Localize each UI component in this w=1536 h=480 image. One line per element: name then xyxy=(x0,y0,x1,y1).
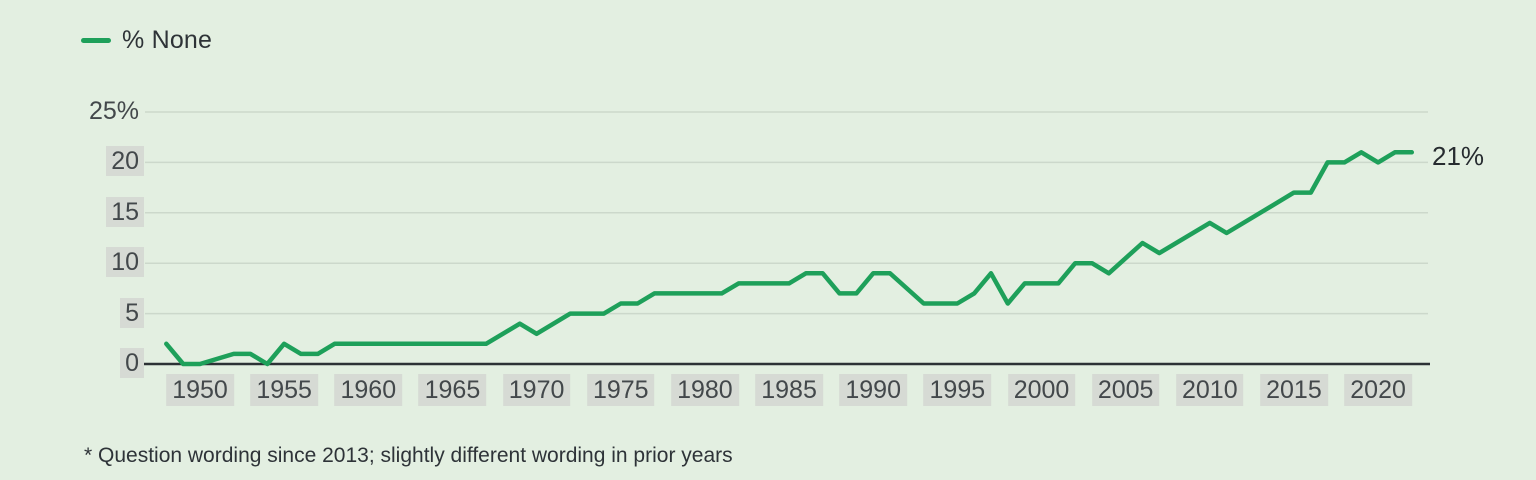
x-tick-label: 2020 xyxy=(1344,374,1412,406)
y-tick-label: 10 xyxy=(106,247,144,278)
legend-label: % None xyxy=(122,26,213,54)
x-tick-label: 2005 xyxy=(1091,374,1160,406)
x-tick-label: 1950 xyxy=(166,374,234,406)
y-tick-label: 5 xyxy=(120,297,144,328)
x-tick-label: 1955 xyxy=(250,374,318,406)
series-end-value-label: 21% xyxy=(1432,141,1485,171)
x-tick-label: 1975 xyxy=(586,374,655,406)
x-tick-label: 1965 xyxy=(418,374,487,406)
x-tick-label: 2010 xyxy=(1175,374,1244,406)
y-tick-label: 25% xyxy=(88,97,139,125)
x-tick-label: 2015 xyxy=(1260,374,1328,406)
footnote: * Question wording since 2013; slightly … xyxy=(84,444,733,467)
chart-legend: % None xyxy=(81,26,212,55)
legend-line-swatch xyxy=(81,38,111,43)
y-tick-label: 15 xyxy=(106,196,144,227)
x-tick-label: 1970 xyxy=(502,374,571,406)
y-tick-label: 0 xyxy=(120,348,144,378)
x-tick-label: 1980 xyxy=(671,374,739,406)
x-tick-label: 1990 xyxy=(839,374,907,406)
x-tick-label: 2000 xyxy=(1007,374,1076,406)
x-tick-label: 1960 xyxy=(334,374,403,406)
y-tick-label: 20 xyxy=(106,146,144,177)
x-tick-label: 1985 xyxy=(755,374,823,406)
series-line xyxy=(164,150,1415,367)
x-tick-label: 1995 xyxy=(923,374,992,406)
